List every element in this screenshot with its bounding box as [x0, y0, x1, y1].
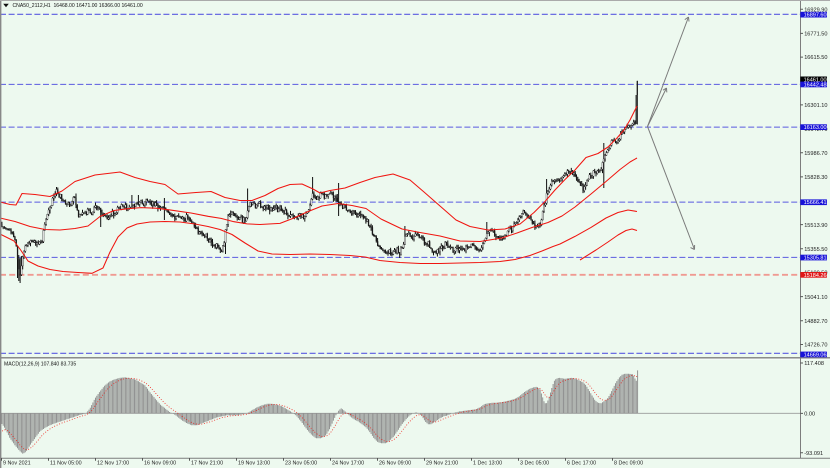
svg-text:6 Dec 17:00: 6 Dec 17:00 — [567, 461, 596, 467]
svg-text:16461.00: 16461.00 — [804, 77, 827, 83]
svg-text:14726.70: 14726.70 — [804, 343, 827, 349]
svg-text:15184.26: 15184.26 — [804, 273, 827, 279]
svg-text:15986.70: 15986.70 — [804, 151, 827, 157]
svg-text:16615.50: 16615.50 — [804, 55, 827, 61]
svg-text:23 Nov 05:00: 23 Nov 05:00 — [285, 461, 317, 467]
svg-text:0.00: 0.00 — [804, 411, 815, 417]
svg-text:15041.10: 15041.10 — [804, 295, 827, 301]
svg-text:16771.50: 16771.50 — [804, 31, 827, 37]
svg-text:15828.30: 15828.30 — [804, 175, 827, 181]
svg-text:8 Dec 09:00: 8 Dec 09:00 — [614, 461, 643, 467]
svg-text:19 Nov 13:00: 19 Nov 13:00 — [238, 461, 270, 467]
svg-text:15513.90: 15513.90 — [804, 223, 827, 229]
svg-text:16897.60: 16897.60 — [804, 13, 827, 19]
svg-text:12 Nov 17:00: 12 Nov 17:00 — [97, 461, 129, 467]
svg-text:14669.06: 14669.06 — [804, 352, 827, 358]
svg-text:15355.50: 15355.50 — [804, 247, 827, 253]
svg-text:CNA50_2112,H1 16468.00 16471.: CNA50_2112,H1 16468.00 16471.00 16366.00… — [13, 3, 143, 9]
svg-text:26 Nov 09:00: 26 Nov 09:00 — [379, 461, 411, 467]
svg-text:117.408: 117.408 — [804, 361, 824, 367]
svg-text:9 Nov 2021: 9 Nov 2021 — [3, 461, 31, 467]
svg-text:29 Nov 21:00: 29 Nov 21:00 — [426, 461, 458, 467]
svg-text:15666.41: 15666.41 — [804, 200, 827, 206]
svg-text:16142.70: 16142.70 — [804, 127, 827, 133]
svg-text:24 Nov 17:00: 24 Nov 17:00 — [332, 461, 364, 467]
svg-text:3 Dec 05:00: 3 Dec 05:00 — [520, 461, 549, 467]
svg-text:16929.90: 16929.90 — [804, 7, 827, 13]
svg-text:11 Nov 05:00: 11 Nov 05:00 — [50, 461, 82, 467]
svg-text:17 Nov 21:00: 17 Nov 21:00 — [191, 461, 223, 467]
svg-text:MACD(12,26,9) 107.840 83.735: MACD(12,26,9) 107.840 83.735 — [4, 362, 76, 368]
svg-text:16442.48: 16442.48 — [804, 82, 827, 88]
svg-text:14882.70: 14882.70 — [804, 319, 827, 325]
svg-text:-93.091: -93.091 — [804, 451, 823, 457]
svg-text:16163.00: 16163.00 — [804, 125, 827, 131]
svg-text:16301.10: 16301.10 — [804, 103, 827, 109]
svg-text:16 Nov 09:00: 16 Nov 09:00 — [144, 461, 176, 467]
svg-text:15305.81: 15305.81 — [804, 256, 827, 262]
svg-text:1 Dec 13:00: 1 Dec 13:00 — [473, 461, 502, 467]
